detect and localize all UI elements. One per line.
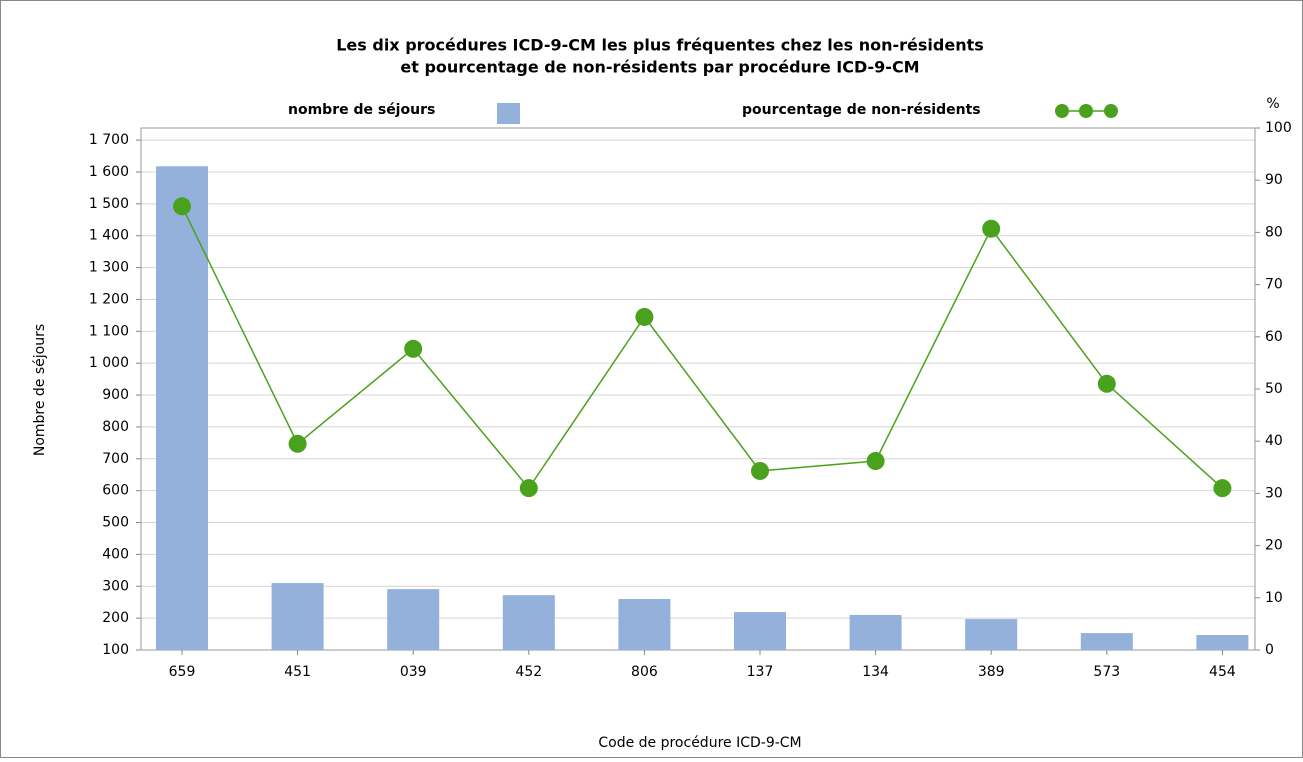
bar [849, 614, 902, 650]
y-tick-label: 1 100 [89, 323, 129, 339]
y-tick-label: 800 [102, 419, 129, 435]
y-tick-label: 1 600 [89, 164, 129, 180]
line-marker [982, 219, 1001, 238]
line [181, 205, 1223, 490]
x-axis-label: Code de procédure ICD-9-CM [598, 735, 801, 751]
x-tick-label: 039 [400, 664, 427, 680]
bar [156, 166, 208, 650]
bar [618, 599, 671, 650]
legend-swatch [1104, 104, 1118, 118]
line-marker [635, 307, 654, 326]
x-tick-label: 573 [1093, 664, 1120, 680]
legend-label: nombre de séjours [288, 102, 435, 118]
legend-label: pourcentage de non-résidents [742, 102, 981, 118]
y2-tick-label: 0 [1265, 642, 1274, 658]
y2-tick-label: 60 [1265, 329, 1283, 345]
y-tick-label: 100 [102, 642, 129, 658]
x-tick-label: 451 [284, 664, 311, 680]
chart-title: Les dix procédures ICD-9-CM les plus fré… [336, 36, 984, 55]
bar [965, 619, 1018, 650]
y-tick-label: 1 700 [89, 132, 129, 148]
line-marker [519, 479, 538, 498]
line-marker [288, 434, 307, 453]
bar [1196, 635, 1249, 650]
y2-tick-label: 100 [1265, 120, 1292, 136]
y-axis-label: Nombre de séjours [32, 324, 48, 456]
y-tick-label: 1 500 [89, 196, 129, 212]
chart-title: et pourcentage de non-résidents par proc… [400, 58, 919, 77]
x-tick-label: 454 [1209, 664, 1236, 680]
y2-tick-label: 90 [1265, 172, 1283, 188]
x-tick-label: 389 [978, 664, 1005, 680]
y-tick-label: 1 400 [89, 228, 129, 244]
line-marker [1213, 479, 1232, 498]
x-tick-label: 137 [747, 664, 774, 680]
y-tick-label: 200 [102, 610, 129, 626]
y-tick-label: 600 [102, 483, 129, 499]
line-marker [751, 461, 769, 480]
y-tick-label: 700 [102, 451, 129, 467]
line-marker [173, 197, 191, 216]
y-tick-label: 300 [102, 578, 129, 594]
y2-tick-label: 20 [1265, 538, 1283, 554]
legend-swatch [497, 103, 520, 124]
y-tick-label: 900 [102, 387, 129, 403]
y2-tick-label: 30 [1265, 485, 1283, 501]
plot-frame [140, 127, 1256, 651]
bar [734, 612, 786, 650]
x-tick-label: 134 [862, 664, 889, 680]
y2-axis-label: % [1266, 96, 1279, 112]
y-tick-label: 1 000 [89, 355, 129, 371]
y-tick-label: 1 200 [89, 291, 129, 307]
y2-tick-label: 10 [1265, 590, 1283, 606]
legend-swatch [1055, 104, 1069, 118]
y-tick-label: 400 [102, 546, 129, 562]
y-tick-label: 500 [102, 515, 129, 531]
y-tick-label: 1 300 [89, 260, 129, 276]
y2-tick-label: 80 [1265, 224, 1283, 240]
bar [271, 583, 324, 650]
line-marker [404, 339, 423, 358]
bar [1080, 633, 1133, 650]
y2-tick-label: 40 [1265, 433, 1283, 449]
x-tick-label: 452 [515, 664, 542, 680]
x-tick-label: 806 [631, 664, 658, 680]
bar [502, 595, 555, 650]
y2-tick-label: 50 [1265, 381, 1283, 397]
x-tick-label: 659 [169, 664, 196, 680]
line-marker [1097, 374, 1116, 393]
line-marker [866, 452, 885, 471]
bar [387, 589, 440, 650]
y2-tick-label: 70 [1265, 277, 1283, 293]
legend-swatch [1079, 104, 1093, 118]
